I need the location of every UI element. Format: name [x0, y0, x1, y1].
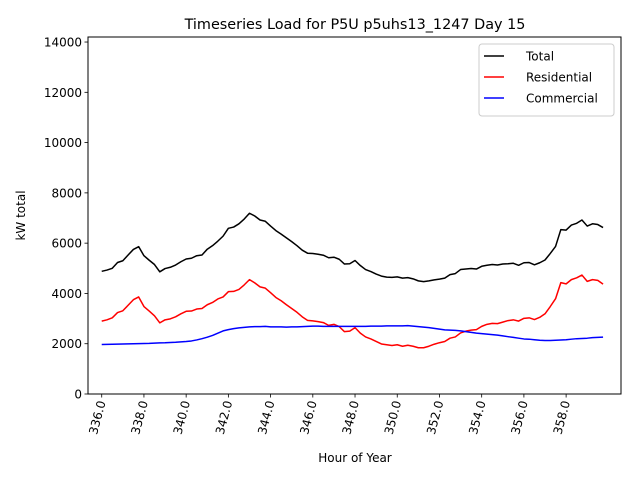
y-tick-label: 14000	[44, 36, 82, 50]
x-tick-label: 346.0	[297, 399, 319, 436]
y-axis-label: kW total	[14, 190, 28, 240]
x-tick-label: 352.0	[424, 399, 446, 436]
x-tick-label: 344.0	[255, 399, 277, 436]
x-tick-label: 348.0	[340, 399, 362, 436]
x-tick-label: 350.0	[382, 399, 404, 436]
series-line-total	[101, 212, 604, 283]
x-tick-label: 342.0	[213, 399, 235, 436]
chart-title: Timeseries Load for P5U p5uhs13_1247 Day…	[184, 17, 526, 33]
x-axis: 336.0 338.0 340.0 342.0 344.0 346.0 348.0 350.0…	[86, 394, 573, 436]
plot-frame	[87, 36, 622, 395]
x-tick-label: 354.0	[466, 399, 488, 436]
y-tick-label: 12000	[44, 86, 82, 100]
x-tick-label: 340.0	[171, 399, 193, 436]
x-tick-label: 338.0	[128, 399, 150, 436]
legend-label-residential: Residential	[526, 71, 592, 85]
y-axis: 0 2000 4000 6000 8000 10000 12000 14000	[44, 36, 88, 402]
series-line-commercial	[101, 324, 604, 346]
y-tick-label: 8000	[51, 186, 82, 200]
y-tick-label: 10000	[44, 136, 82, 150]
x-tick-label: 356.0	[508, 399, 530, 436]
legend-label-total: Total	[525, 50, 554, 64]
x-tick-label: 336.0	[86, 399, 108, 436]
y-tick-label: 4000	[51, 287, 82, 301]
y-tick-label: 2000	[51, 337, 82, 351]
legend-frame	[478, 43, 615, 117]
x-tick-label: 358.0	[551, 399, 573, 436]
x-axis-label: Hour of Year	[318, 451, 392, 465]
legend: Total Residential Commercial	[478, 43, 615, 117]
series-line-residential	[101, 274, 604, 349]
plot-content	[101, 212, 604, 349]
legend-label-commercial: Commercial	[526, 92, 598, 106]
y-tick-label: 0	[74, 388, 82, 402]
y-tick-label: 6000	[51, 237, 82, 251]
